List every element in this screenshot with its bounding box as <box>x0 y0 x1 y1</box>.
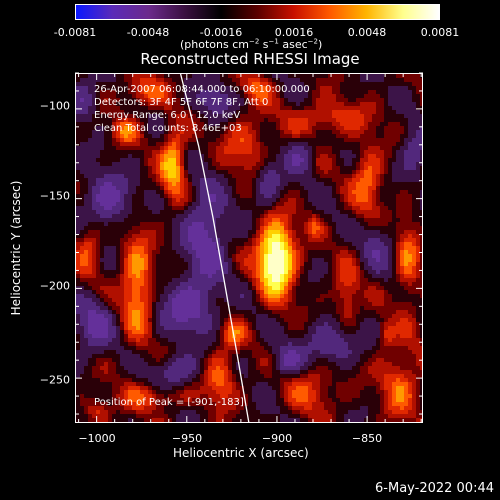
colorbar-tick-label: -0.0081 <box>53 26 97 39</box>
x-tick-label: −850 <box>351 432 383 445</box>
image-canvas <box>76 74 422 422</box>
colorbar-units-label: (photons cm−2 s−1 asec−2) <box>180 37 323 51</box>
plot-title: Reconstructed RHESSI Image <box>140 50 360 68</box>
annotation-detectors: Detectors: 3F 4F 5F 6F 7F 8F, Att 0 <box>94 97 269 108</box>
timestamp: 6-May-2022 00:44 <box>375 481 494 496</box>
annotation-counts: Clean Total counts: 8.46E+03 <box>94 123 242 134</box>
colorbar-tick-label: 0.0048 <box>347 26 387 39</box>
x-tick-label: −900 <box>261 432 293 445</box>
y-tick-label: −250 <box>39 373 70 387</box>
annotation-time-range: 26-Apr-2007 06:08:44.000 to 06:10:00.000 <box>94 84 310 95</box>
colorbar-tick-label: 0.0016 <box>274 26 314 39</box>
colorbar-tick-label: -0.0016 <box>199 26 243 39</box>
y-tick-label: −200 <box>39 279 70 293</box>
colorbar-tick-label: -0.0048 <box>126 26 170 39</box>
image-plot: 26-Apr-2007 06:08:44.000 to 06:10:00.000… <box>75 73 423 423</box>
x-axis-title: Heliocentric X (arcsec) <box>173 446 309 460</box>
y-tick-label: −150 <box>39 189 70 203</box>
peak-position-label: Position of Peak = [-901,-183] <box>94 397 244 408</box>
y-tick-label: −100 <box>39 99 70 113</box>
x-tick-label: −1000 <box>78 432 116 445</box>
colorbar-tick-label: 0.0081 <box>420 26 460 39</box>
y-axis-title: Heliocentric Y (arcsec) <box>9 180 23 316</box>
colorbar <box>75 4 440 20</box>
solar-limb-line <box>179 74 250 422</box>
annotation-energy-range: Energy Range: 6.0 - 12.0 keV <box>94 110 241 121</box>
x-tick-label: −950 <box>171 432 203 445</box>
